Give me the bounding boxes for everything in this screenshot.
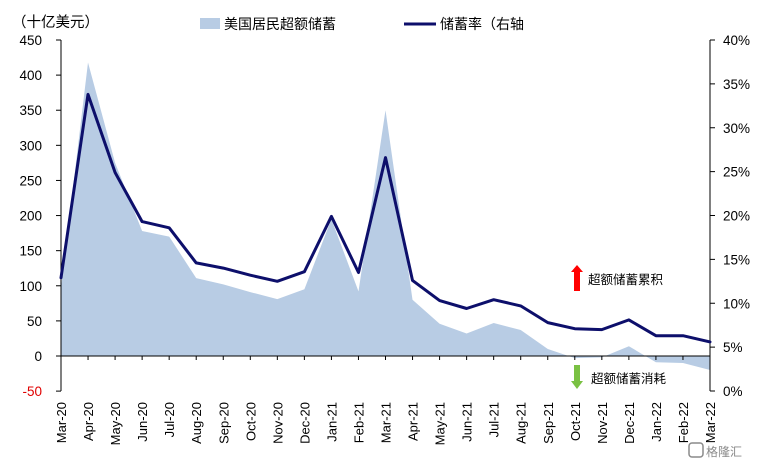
right-tick-label: 15% (723, 252, 750, 267)
right-tick-label: 40% (723, 33, 750, 48)
left-tick-label: 150 (19, 244, 42, 259)
x-tick-label: Jul-20 (162, 402, 177, 437)
left-tick-label: 50 (27, 314, 42, 329)
x-tick-label: Apr-20 (81, 402, 96, 441)
x-tick-label: May-21 (433, 402, 448, 445)
legend-swatch-excess-savings (200, 18, 220, 29)
legend-label-savings-rate: 储蓄率（右轴 (440, 16, 524, 32)
x-tick-label: Feb-21 (351, 402, 366, 443)
savings-rate-line (59, 92, 712, 344)
green-down-arrow-icon (571, 365, 583, 389)
right-tick-label: 5% (723, 340, 743, 355)
left-axis-unit-label: （十亿美元） (12, 14, 99, 31)
annotation-depletion: 超额储蓄消耗 (571, 365, 667, 389)
x-tick-label: May-20 (108, 402, 123, 445)
x-tick-label: Dec-21 (622, 402, 637, 444)
right-tick-label: 10% (723, 296, 750, 311)
red-up-arrow-icon (571, 265, 583, 291)
x-tick-label: Oct-20 (243, 402, 258, 441)
right-tick-label: 0% (723, 384, 743, 399)
x-tick-label: Nov-20 (270, 402, 285, 444)
left-tick-label: 350 (19, 103, 42, 118)
x-tick-label: Mar-20 (54, 402, 69, 443)
right-tick-label: 20% (723, 209, 750, 224)
x-tick-label: Jun-21 (460, 402, 475, 442)
right-tick-label: 30% (723, 121, 750, 136)
x-tick-label: Mar-22 (703, 402, 718, 443)
right-tick-label: 35% (723, 77, 750, 92)
legend-label-excess-savings: 美国居民超额储蓄 (224, 16, 336, 32)
watermark-logo-icon (688, 442, 704, 458)
left-tick-label: 300 (19, 138, 42, 153)
x-tick-label: Sep-20 (216, 402, 231, 444)
watermark-label: 格隆汇 (706, 444, 742, 459)
left-tick-label: 450 (19, 33, 42, 48)
watermark: 格隆汇 (688, 442, 742, 459)
left-tick-label: 100 (19, 279, 42, 294)
x-tick-label: Aug-20 (189, 402, 204, 444)
x-tick-label: Jan-21 (324, 402, 339, 442)
left-tick-label: -50 (22, 384, 42, 399)
plot-area: -50 0 50 100 150 200 250 300 350 400 450 0% 5% 10% 15%… (19, 33, 750, 445)
x-tick-label: Jan-22 (649, 402, 664, 442)
x-tick-label: Sep-21 (541, 402, 556, 444)
x-tick-label: Aug-21 (514, 402, 529, 444)
excess-savings-area (61, 62, 710, 370)
left-tick-label: 200 (19, 209, 42, 224)
x-tick-label: Nov-21 (595, 402, 610, 444)
annotation-accumulation: 超额储蓄累积 (571, 265, 663, 291)
x-tick-label: Jun-20 (135, 402, 150, 442)
x-tick-label: Feb-22 (676, 402, 691, 443)
x-tick-label: Mar-21 (379, 402, 394, 443)
x-tick-label: Jul-21 (487, 402, 502, 437)
x-tick-label: Apr-21 (406, 402, 421, 441)
left-tick-label: 0 (34, 349, 42, 364)
left-tick-label: 400 (19, 68, 42, 83)
left-tick-label: 250 (19, 173, 42, 188)
right-tick-label: 25% (723, 165, 750, 180)
annotation-accumulation-label: 超额储蓄累积 (588, 272, 663, 287)
annotation-depletion-label: 超额储蓄消耗 (591, 371, 667, 386)
x-tick-label: Oct-21 (568, 402, 583, 441)
legend: 美国居民超额储蓄 储蓄率（右轴 (200, 16, 524, 32)
x-tick-label: Dec-20 (297, 402, 312, 444)
